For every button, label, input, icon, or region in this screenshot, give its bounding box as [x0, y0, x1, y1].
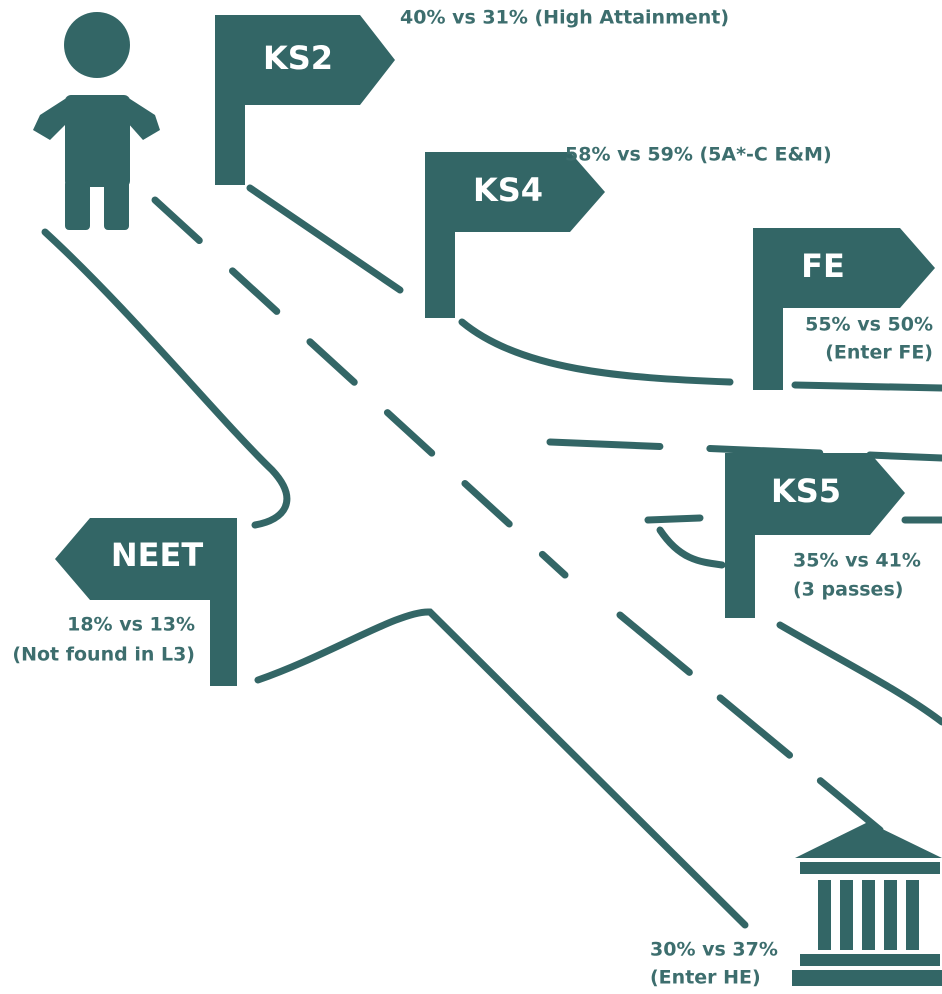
road-edge	[660, 530, 722, 565]
destination-caption: (Enter HE)	[650, 967, 761, 989]
sign-caption: (Enter FE)	[825, 342, 933, 364]
sign-caption: 18% vs 13%	[67, 614, 195, 636]
road-edge	[250, 188, 400, 290]
sign-caption: 40% vs 31% (High Attainment)	[400, 7, 729, 29]
road-edge	[45, 232, 287, 525]
person-icon	[33, 12, 160, 230]
sign-label: FE	[801, 247, 845, 285]
sign-label: KS4	[473, 171, 543, 209]
sign-caption: 35% vs 41%	[793, 550, 921, 572]
sign-label: KS2	[263, 39, 333, 77]
destination-caption: 30% vs 37%	[650, 939, 778, 961]
sign-caption: 58% vs 59% (5A*-C E&M)	[565, 144, 832, 166]
university-icon	[792, 822, 942, 986]
sign-label: KS5	[771, 472, 841, 510]
page: {"signs": [ {"label": "KS2", "caption": …	[0, 0, 942, 994]
road-edge	[648, 518, 700, 520]
sign-caption: 55% vs 50%	[805, 314, 933, 336]
road-edge	[795, 385, 942, 388]
sign-caption: (3 passes)	[793, 579, 903, 601]
road-edge	[462, 322, 730, 382]
sign-caption: (Not found in L3)	[12, 644, 195, 666]
road-edge	[780, 625, 942, 722]
road-lane	[620, 615, 880, 830]
pathways-diagram: KS2 40% vs 31% (High Attainment) KS4 58%…	[0, 0, 942, 994]
sign-label: NEET	[111, 536, 204, 574]
